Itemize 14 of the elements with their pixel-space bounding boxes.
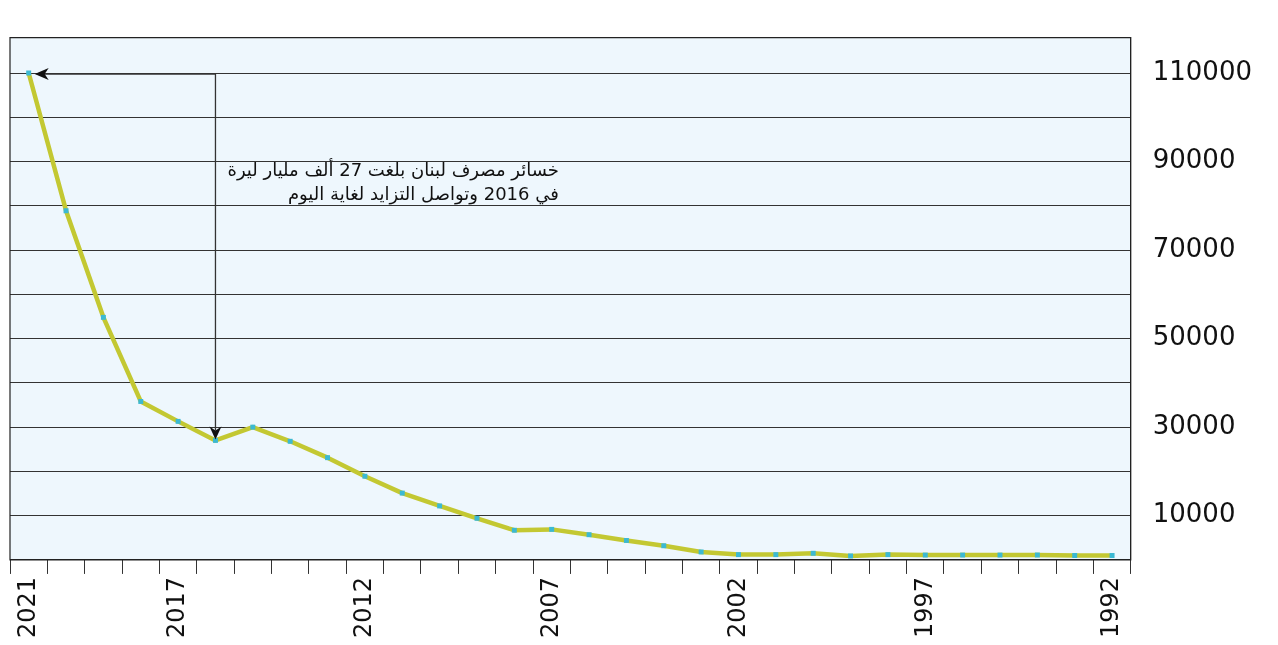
x-tick-label: 1992 [1096, 576, 1125, 638]
y-tick-label: 90000 [1152, 144, 1236, 175]
x-tick-label: 2021 [12, 576, 41, 638]
y-tick-label: 50000 [1152, 321, 1236, 352]
x-tick-label: 2017 [162, 576, 191, 638]
y-tick-label: 110000 [1152, 55, 1253, 86]
y-tick-label: 10000 [1152, 498, 1236, 529]
x-tick-label: 2007 [535, 576, 564, 638]
y-tick-label: 30000 [1152, 409, 1236, 440]
annotation: خسائر مصرف لبنان بلغت 27 ألف مليار ليرة في 2016 وتواصل التزايد لغاية اليوم [227, 158, 559, 206]
x-tick-label: 1997 [909, 576, 938, 638]
y-tick-label: 70000 [1152, 232, 1236, 263]
x-tick-label: 2012 [349, 576, 378, 638]
x-tick-label: 2002 [722, 576, 751, 638]
